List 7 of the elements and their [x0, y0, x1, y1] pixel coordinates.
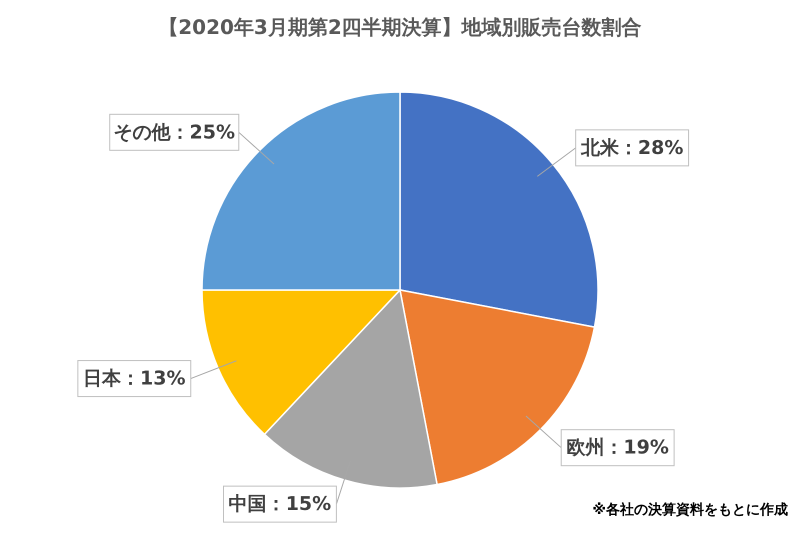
chart-title: 【2020年3月期第2四半期決算】地域別販売台数割合 — [158, 15, 642, 39]
text: ※各社の決算資料をもとに作成 — [592, 502, 788, 518]
slice-label: 北米：28% — [580, 136, 684, 159]
slice-label: 中国：15% — [228, 493, 332, 516]
slice-label: 日本：13% — [83, 368, 186, 390]
slice-label: 欧州：19% — [566, 436, 669, 459]
slice-label: その他：25% — [114, 121, 235, 144]
